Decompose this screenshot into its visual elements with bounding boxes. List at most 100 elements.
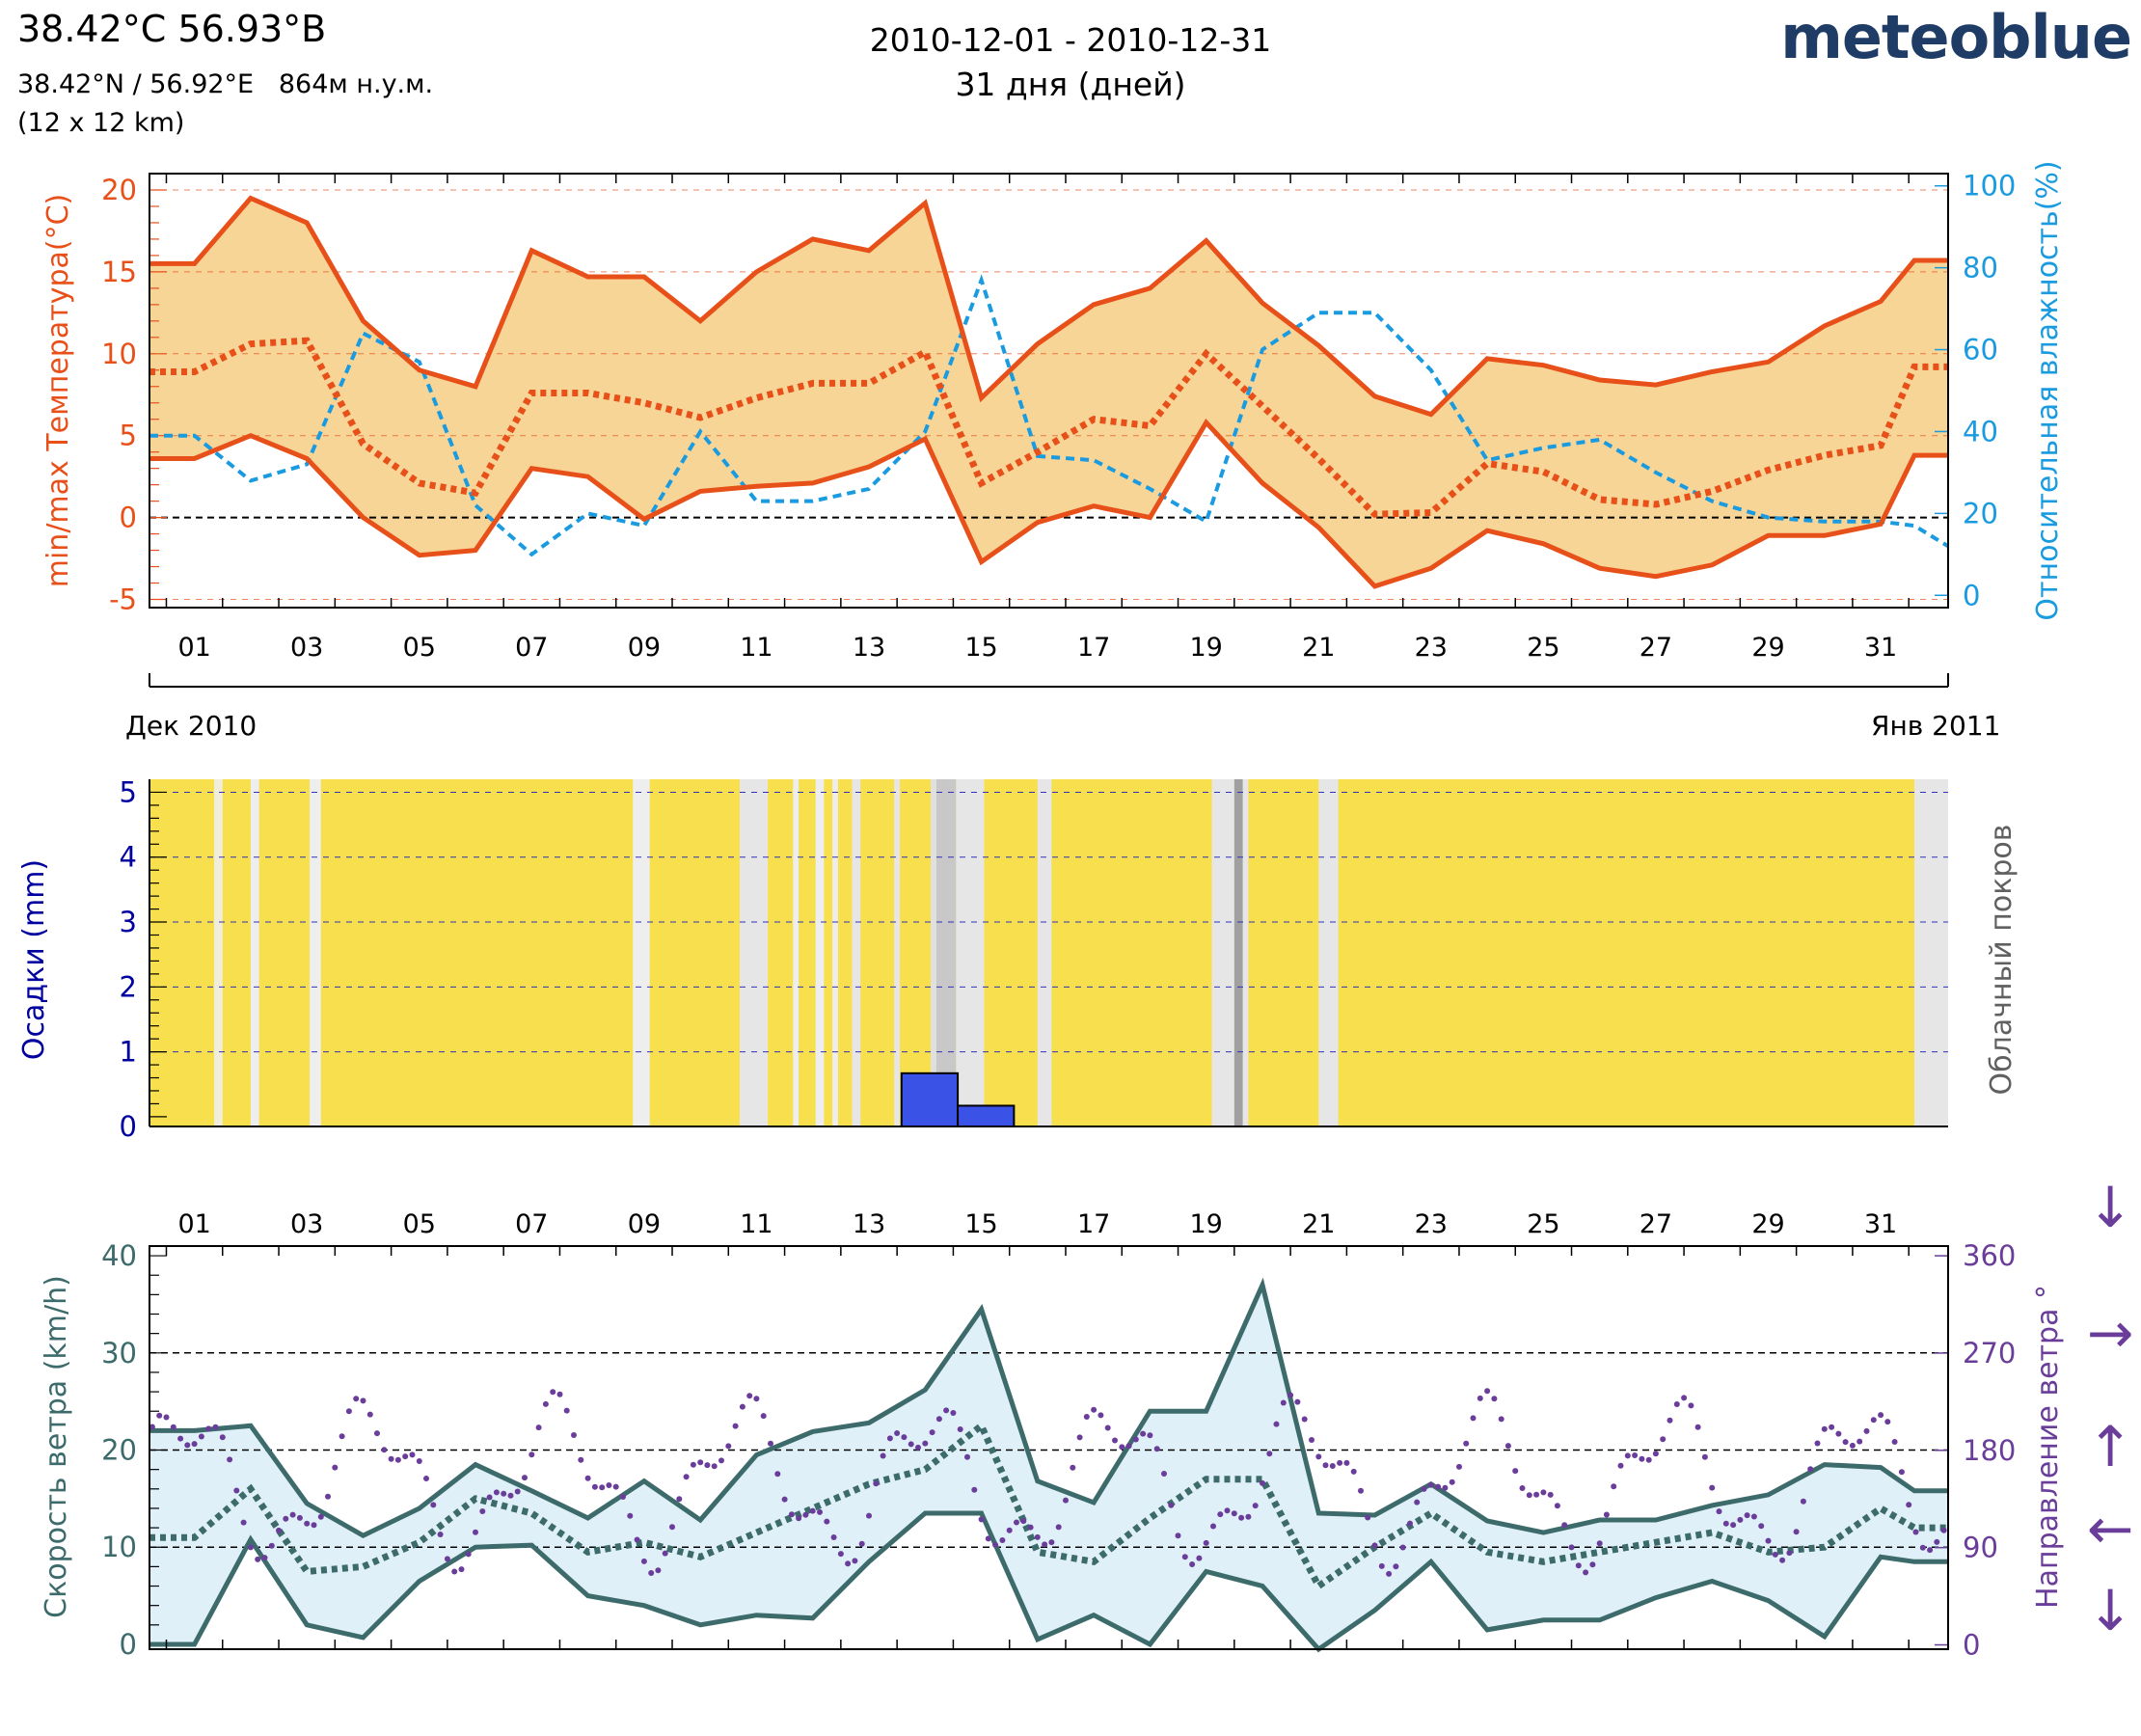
direction-tick-label: 180	[1963, 1434, 2016, 1467]
wind-date-label: 21	[1302, 1209, 1335, 1239]
cloud-cover-band	[1233, 779, 1243, 1126]
wind-direction-dot	[1744, 1512, 1750, 1519]
wind-direction-dot	[935, 1416, 942, 1423]
wind-direction-dot	[240, 1519, 247, 1526]
direction-arrow-icon: ↑	[2087, 1414, 2134, 1479]
location-title: 38.42°C 56.93°В	[17, 8, 327, 50]
wind-direction-dot	[522, 1475, 528, 1481]
wind-direction-dot	[1814, 1440, 1821, 1447]
wind-direction-dot	[1322, 1462, 1329, 1469]
meteoblue-logo[interactable]: meteoblue	[1780, 2, 2132, 72]
wind-direction-dot	[388, 1455, 394, 1462]
wind-mean-line	[149, 1420, 1948, 1591]
wind-date-label: 23	[1415, 1209, 1448, 1239]
wind-direction-dot	[768, 1440, 773, 1447]
wind-direction-dots	[149, 1388, 1947, 1577]
temperature-tick-label: 10	[101, 338, 137, 370]
wind-direction-dot	[268, 1542, 275, 1549]
wind-direction-dot	[1181, 1554, 1188, 1560]
cloud-cover-band	[1037, 779, 1052, 1126]
wind-direction-dot	[416, 1458, 422, 1464]
direction-tick-label: 90	[1963, 1532, 1998, 1564]
wind-direction-dot	[394, 1456, 401, 1463]
wind-date-label: 25	[1527, 1209, 1559, 1239]
wind-plot-frame	[149, 1245, 1949, 1650]
wind-direction-dot	[634, 1536, 640, 1543]
wind-direction-dot	[718, 1457, 724, 1464]
wind-direction-dot	[739, 1403, 745, 1410]
wind-direction-dot	[1231, 1510, 1237, 1517]
wind-direction-dot	[1238, 1514, 1245, 1521]
wind-direction-dot	[1189, 1561, 1196, 1567]
precip-tick-label: 3	[120, 906, 137, 938]
wind-direction-dot	[606, 1482, 612, 1488]
humidity-tick-label: 20	[1963, 497, 1998, 529]
wind-direction-dot	[837, 1551, 844, 1558]
wind-date-label: 03	[290, 1209, 323, 1239]
wind-direction-dot	[1210, 1523, 1216, 1530]
temperature-date-label: 31	[1864, 633, 1897, 663]
direction-tick-label: 270	[1963, 1337, 2016, 1370]
temperature-date-label: 25	[1527, 633, 1559, 663]
wind-direction-dot	[1140, 1430, 1147, 1437]
direction-tick-label: 360	[1963, 1239, 2016, 1272]
wind-direction-dot	[563, 1407, 570, 1414]
wind-direction-dot	[1694, 1424, 1701, 1430]
wind-direction-dot	[437, 1532, 444, 1537]
wind-direction-dot	[1393, 1563, 1399, 1570]
wind-direction-dot	[648, 1570, 655, 1576]
precip-axis-label: Осадки (mm)	[17, 859, 51, 1060]
wind-tick-label: 40	[101, 1239, 137, 1272]
wind-direction-dot	[1042, 1541, 1048, 1548]
wind-direction-dot	[479, 1508, 486, 1514]
direction-arrow-icon: ↓	[2087, 1578, 2134, 1643]
cloud-cover-band	[633, 779, 650, 1126]
wind-direction-dot	[1027, 1524, 1034, 1531]
wind-direction-dot	[1737, 1516, 1744, 1523]
wind-direction-dot	[978, 1516, 985, 1523]
wind-direction-dot	[845, 1560, 852, 1567]
direction-arrow-icon: ↓	[2087, 1175, 2134, 1240]
wind-direction-dot	[1639, 1455, 1645, 1462]
wind-direction-dot	[1673, 1401, 1680, 1407]
wind-direction-dot	[964, 1453, 970, 1460]
wind-direction-dot	[1294, 1398, 1301, 1405]
temperature-date-label: 27	[1640, 633, 1672, 663]
wind-direction-axis-label: Направление ветра °	[2031, 1285, 2065, 1609]
wind-direction-dot	[1849, 1442, 1856, 1449]
wind-direction-dot	[1793, 1529, 1800, 1535]
cloud-cover-band	[214, 779, 223, 1126]
wind-min-line	[149, 1510, 1948, 1653]
wind-direction-dot	[886, 1435, 893, 1442]
wind-direction-dot	[1484, 1388, 1491, 1395]
wind-direction-dot	[1779, 1557, 1786, 1563]
wind-direction-dot	[901, 1434, 908, 1441]
wind-direction-dot	[311, 1522, 317, 1529]
wind-direction-dot	[612, 1483, 619, 1490]
temperature-date-label: 07	[515, 633, 548, 663]
wind-direction-dot	[1554, 1503, 1560, 1509]
wind-direction-dot	[866, 1512, 872, 1519]
humidity-line	[149, 274, 1950, 557]
wind-direction-dot	[451, 1568, 458, 1575]
wind-direction-dot	[1624, 1452, 1631, 1459]
wind-direction-dot	[802, 1511, 809, 1518]
wind-direction-dot	[809, 1507, 816, 1514]
wind-date-label: 09	[628, 1209, 661, 1239]
wind-direction-dot	[184, 1442, 191, 1449]
temperature-date-label: 21	[1302, 633, 1335, 663]
wind-direction-dot	[1280, 1399, 1287, 1406]
wind-direction-dot	[261, 1555, 268, 1561]
wind-direction-dot	[1350, 1468, 1357, 1475]
wind-direction-dot	[1829, 1424, 1835, 1430]
wind-direction-dot	[360, 1397, 366, 1404]
wind-direction-dot	[922, 1440, 929, 1447]
wind-direction-dot	[711, 1463, 718, 1470]
wind-direction-dot	[1533, 1491, 1540, 1498]
wind-date-label: 07	[515, 1209, 548, 1239]
wind-direction-dot	[1442, 1484, 1449, 1491]
temperature-date-label: 29	[1751, 633, 1784, 663]
wind-direction-dot	[1632, 1452, 1639, 1458]
cloud-cover-band	[956, 779, 985, 1126]
